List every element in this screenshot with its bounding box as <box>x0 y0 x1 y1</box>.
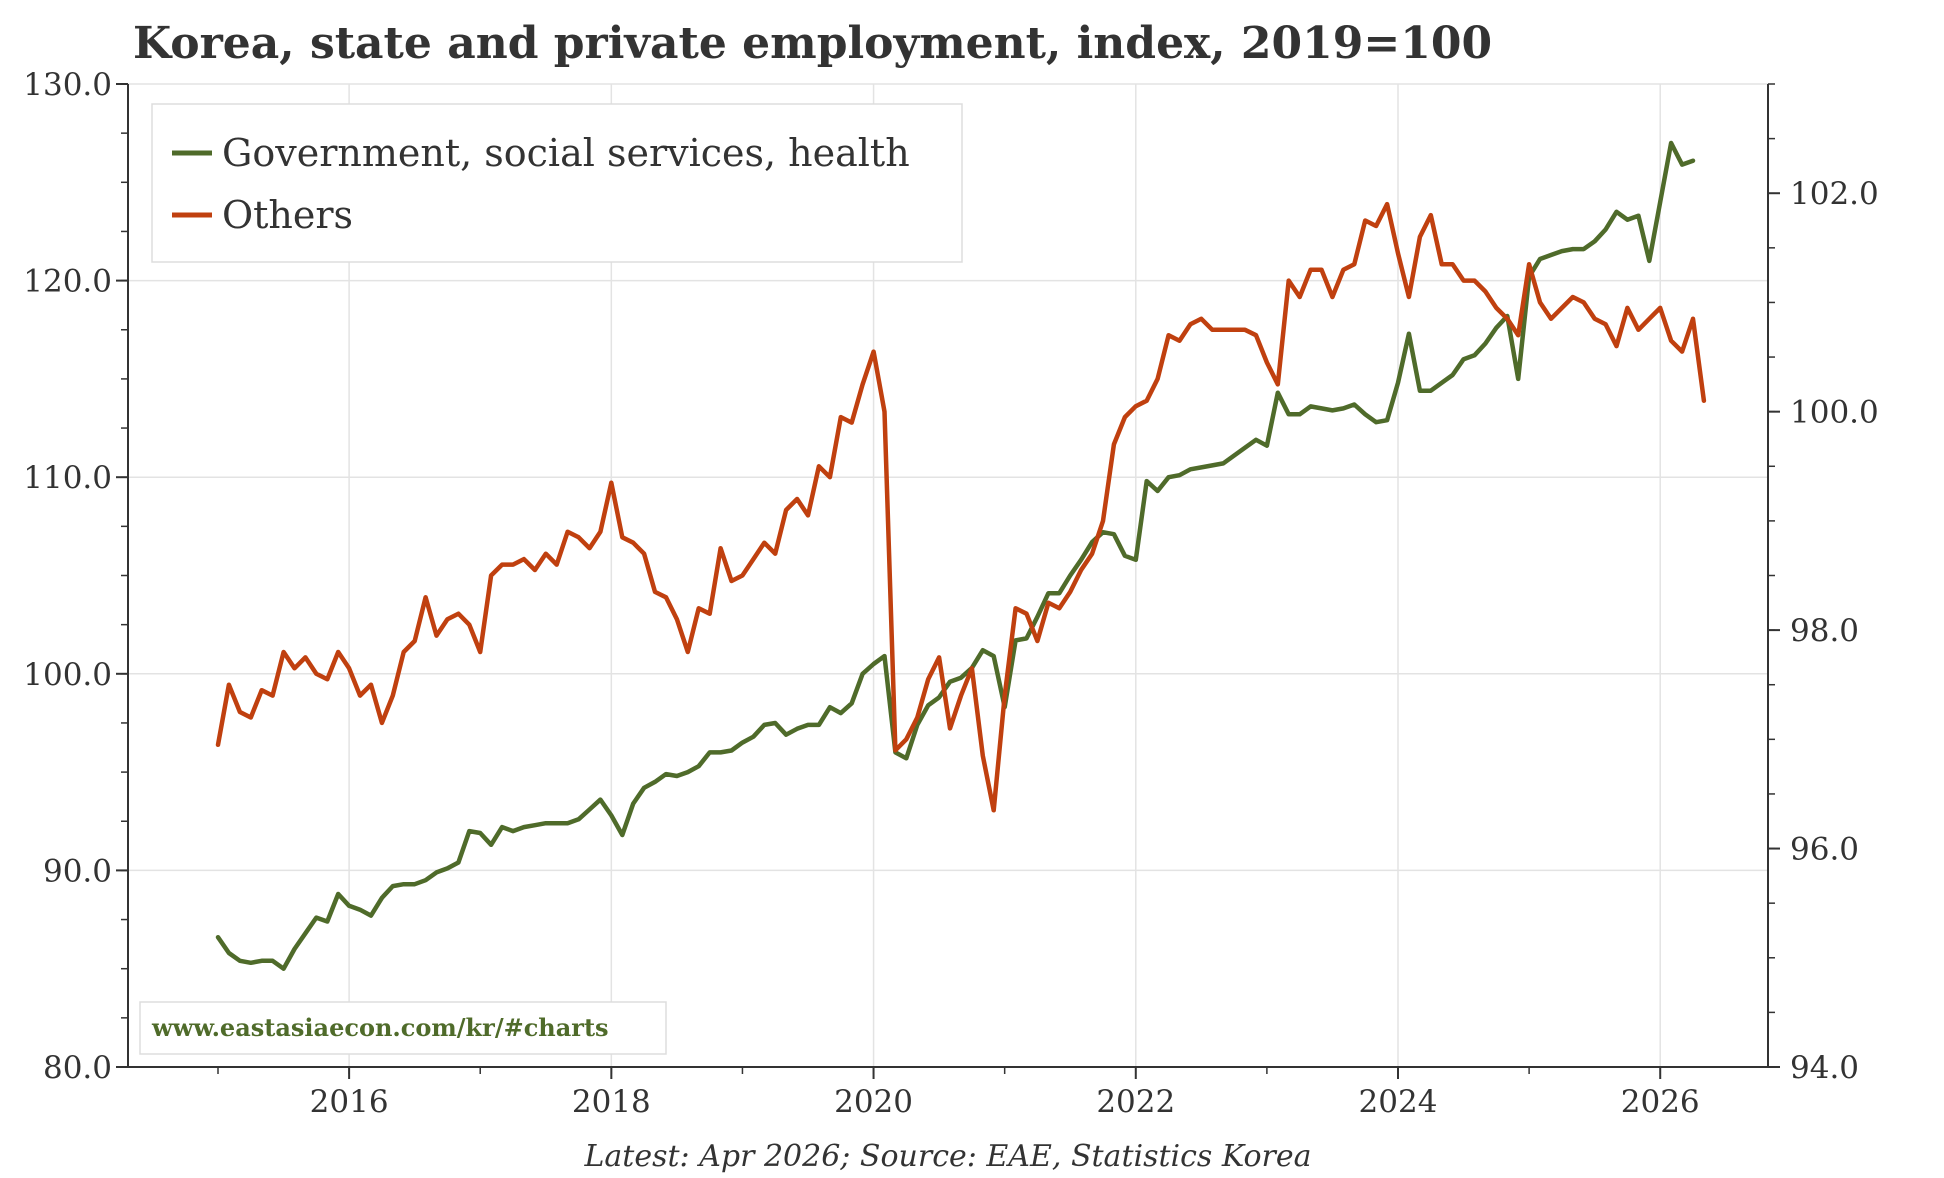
left-tick-label: 100.0 <box>23 657 112 693</box>
x-tick-label: 2024 <box>1359 1084 1438 1120</box>
legend-box <box>151 103 963 263</box>
left-tick-label: 80.0 <box>43 1050 112 1086</box>
left-tick-label: 120.0 <box>23 264 112 300</box>
watermark-frame <box>139 1001 667 1055</box>
left-tick-label: 90.0 <box>43 853 112 889</box>
source-note: Latest: Apr 2026; Source: EAE, Statistic… <box>583 1139 1311 1174</box>
series-layer <box>215 140 1707 971</box>
legend: Government, social services, health Othe… <box>151 103 963 263</box>
x-tick-label: 2018 <box>572 1084 651 1120</box>
left-tick-label: 130.0 <box>23 67 112 103</box>
series-line-others <box>215 201 1707 813</box>
right-tick-label: 100.0 <box>1790 395 1879 431</box>
x-tick-label: 2016 <box>310 1084 389 1120</box>
axis-layer: 80.0 90.0 100.0 110.0 120.0 130.0 94.0 96.0 98.0… <box>23 67 1879 1120</box>
watermark-box: www.eastasiaecon.com/kr/#charts <box>139 1001 667 1055</box>
legend-label-gov: Government, social services, health <box>222 131 910 175</box>
chart-title: Korea, state and private employment, ind… <box>133 18 1492 69</box>
right-tick-label: 98.0 <box>1790 613 1859 649</box>
x-tick-label: 2022 <box>1096 1084 1175 1120</box>
right-tick-label: 94.0 <box>1790 1050 1859 1086</box>
x-tick-label: 2020 <box>834 1084 913 1120</box>
watermark-text: www.eastasiaecon.com/kr/#charts <box>151 1013 609 1042</box>
right-tick-label: 96.0 <box>1790 832 1859 868</box>
right-tick-label: 102.0 <box>1790 176 1879 212</box>
x-tick-label: 2026 <box>1621 1084 1700 1120</box>
series-line-government <box>215 140 1696 971</box>
left-tick-label: 110.0 <box>23 460 112 496</box>
legend-label-others: Others <box>222 193 353 237</box>
